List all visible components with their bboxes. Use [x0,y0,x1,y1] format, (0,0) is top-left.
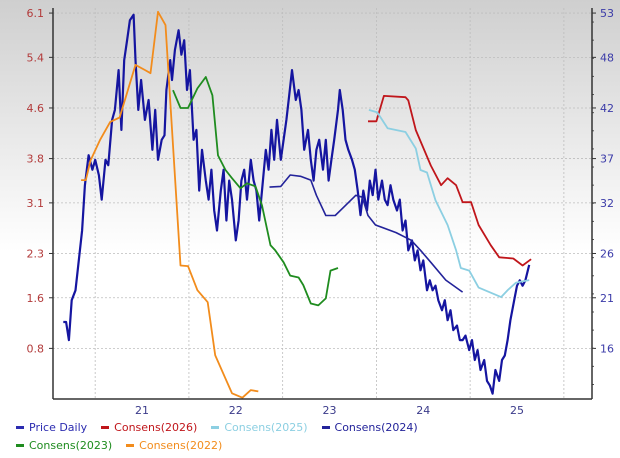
x-axis-tick-label: 21 [135,404,149,417]
legend-label: Consens(2024) [334,420,418,434]
series-line-consens-2023 [172,76,339,307]
series-line-consens-2022 [81,10,259,399]
legend-swatch [211,425,220,429]
legend-swatch [321,425,330,429]
tick-labels: 6.1 5.4 4.6 3.8 3.1 2.3 1.6 0.8 53 48 42 37 32 26 21 16… [27,7,615,417]
legend-label: Price Daily [29,420,88,434]
legend-item-consens-2026[interactable]: Consens(2026) [101,421,197,434]
x-axis-tick-label: 22 [229,404,243,417]
right-axis-tick-label: 37 [600,153,614,166]
series-line-consens-2024 [269,174,464,293]
legend: Price Daily Consens(2026) Consens(2025) … [16,418,616,454]
right-axis-tick-label: 26 [600,247,614,260]
right-axis-tick-label: 32 [600,197,614,210]
series-line-consens-2026 [368,95,532,267]
left-axis-tick-label: 6.1 [27,7,45,20]
x-axis-tick-label: 25 [510,404,524,417]
legend-swatch [126,443,135,447]
legend-label: Consens(2022) [139,438,223,452]
legend-item-consens-2024[interactable]: Consens(2024) [321,420,418,434]
right-axis-tick-label: 21 [600,292,614,305]
gridlines [53,8,592,399]
left-axis-tick-label: 5.4 [27,51,45,64]
left-axis-tick-label: 3.1 [27,197,45,210]
legend-item-consens-2025[interactable]: Consens(2025) [211,420,308,434]
axes [49,8,596,400]
legend-swatch [16,425,24,429]
x-axis-tick-label: 23 [323,404,337,417]
legend-swatch [101,425,110,429]
left-axis-tick-label: 1.6 [27,292,45,305]
series-line-price-daily [63,13,531,395]
right-axis-tick-label: 48 [600,51,614,64]
legend-item-consens-2023[interactable]: Consens(2023) [16,439,112,452]
series-line-consens-2025 [368,109,530,299]
left-axis-tick-label: 4.6 [27,102,45,115]
x-axis-tick-label: 24 [416,404,430,417]
legend-label: Consens(2025) [224,420,308,434]
left-axis-tick-label: 2.3 [27,247,45,260]
series-group [63,10,532,399]
legend-swatch [16,443,24,447]
right-axis-tick-label: 16 [600,342,614,355]
legend-item-price-daily[interactable]: Price Daily [16,421,87,434]
right-axis-tick-label: 53 [600,7,614,20]
left-axis-tick-label: 3.8 [27,153,45,166]
legend-item-consens-2022[interactable]: Consens(2022) [126,439,222,452]
legend-label: Consens(2023) [29,438,113,452]
right-axis-tick-label: 42 [600,102,614,115]
left-axis-tick-label: 0.8 [27,342,45,355]
legend-label: Consens(2026) [114,420,198,434]
